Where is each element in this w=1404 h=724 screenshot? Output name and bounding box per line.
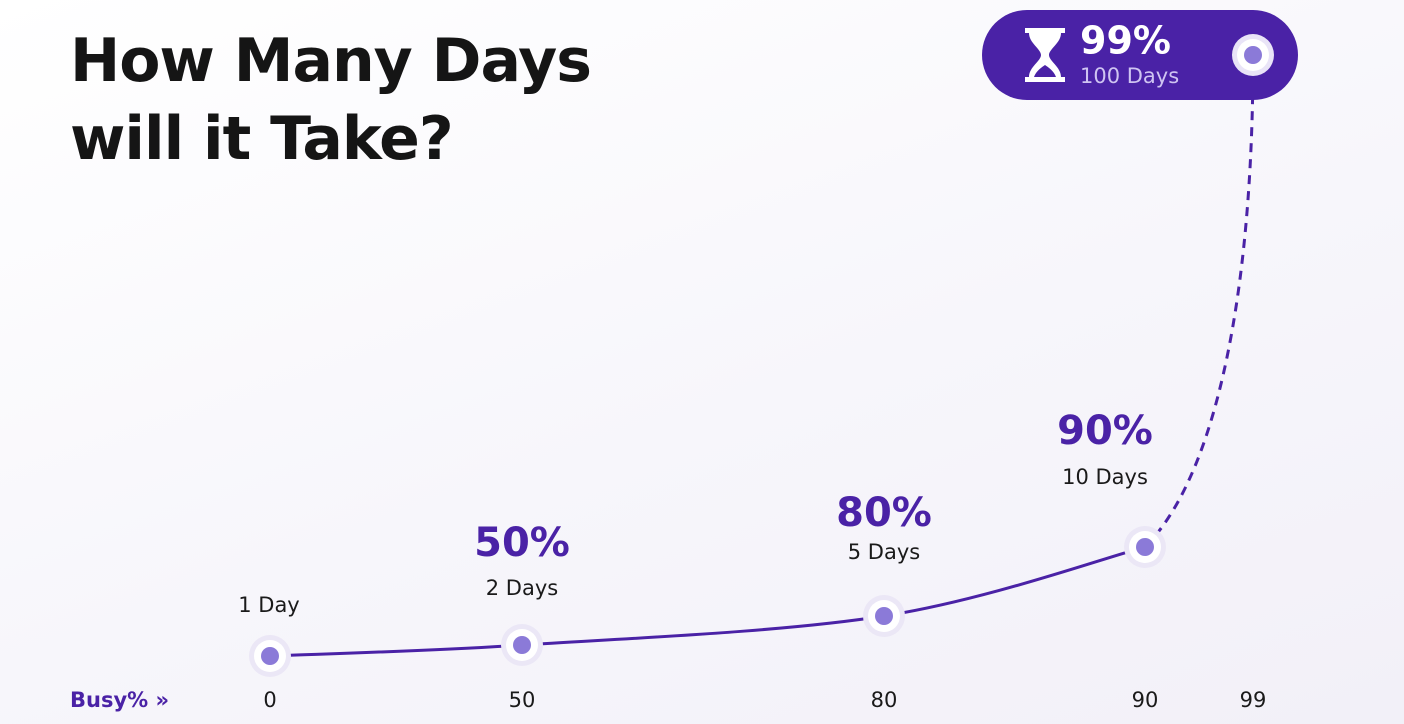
x-axis-label: Busy% » xyxy=(70,688,169,712)
point-days-label: 5 Days xyxy=(848,540,920,564)
x-tick-label: 80 xyxy=(871,688,898,712)
point xyxy=(261,647,279,665)
point-days-label: 10 Days xyxy=(1062,465,1148,489)
x-tick-label: 90 xyxy=(1132,688,1159,712)
point-percent-label: 90% xyxy=(1057,408,1153,454)
point-days-label: 100 Days xyxy=(1080,64,1179,88)
point-days-label: 2 Days xyxy=(486,576,558,600)
x-tick-label: 50 xyxy=(509,688,536,712)
point-percent-label: 99% xyxy=(1080,19,1171,63)
line-layer xyxy=(269,54,1255,658)
point xyxy=(513,636,531,654)
point-percent-label: 50% xyxy=(474,520,570,566)
data-line xyxy=(269,545,1146,658)
chart-title: How Many Days will it Take? xyxy=(70,26,592,174)
x-tick-label: 99 xyxy=(1240,688,1267,712)
mark-layer: 1 Day 0 50% 2 Days 50 80% 5 Days 80 90% 10 Days 90… xyxy=(70,19,1274,712)
point xyxy=(875,607,893,625)
point-days-label: 1 Day xyxy=(238,593,300,617)
point xyxy=(1136,538,1154,556)
point-percent-label: 80% xyxy=(836,490,932,536)
dashed-line xyxy=(1143,54,1255,549)
hourglass-icon xyxy=(1025,28,1065,82)
x-tick-label: 0 xyxy=(263,688,276,712)
point xyxy=(1244,46,1262,64)
